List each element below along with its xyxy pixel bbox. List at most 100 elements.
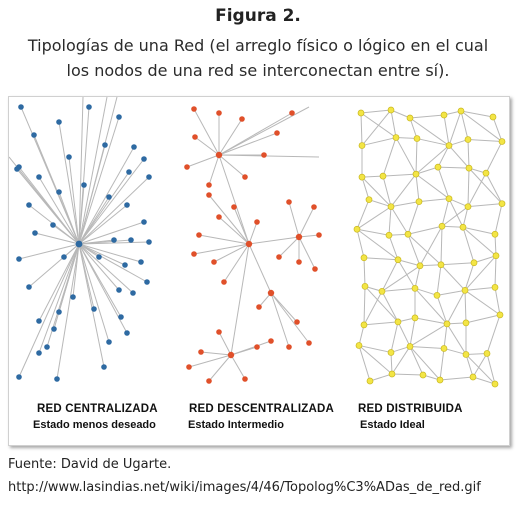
decentralized-edge <box>198 234 250 245</box>
distributed-edge <box>437 145 450 168</box>
distributed-edge <box>462 206 469 228</box>
distributed-node <box>419 371 427 379</box>
decentralized-edge <box>218 331 232 356</box>
source-label: Fuente: David de Ugarte. <box>8 457 172 472</box>
distributed-node <box>492 252 500 260</box>
figure-title: Figura 2. <box>215 6 301 26</box>
centralized-edge <box>78 176 150 245</box>
centralized-node <box>51 326 57 332</box>
distributed-node <box>465 164 473 172</box>
distributed-edge <box>446 290 466 325</box>
distributed-edge <box>381 259 399 292</box>
centralized-node <box>56 119 62 125</box>
distributed-node <box>366 377 374 385</box>
distributed-edge <box>439 376 474 381</box>
distributed-edge <box>465 314 501 324</box>
centralized-node <box>116 287 122 293</box>
decentralized-edge <box>193 243 250 255</box>
distributed-edge <box>356 206 392 230</box>
decentralized-edge <box>218 112 293 156</box>
centralized-node <box>141 219 147 225</box>
distributed-edge <box>390 109 411 119</box>
distributed-node <box>491 230 499 238</box>
centralized-edge <box>58 121 80 245</box>
distributed-node <box>415 198 423 206</box>
distributed-edge <box>407 225 443 235</box>
distributed-edge <box>441 206 469 227</box>
network-diagrams <box>9 97 506 388</box>
distributed-edge <box>415 173 450 200</box>
distributed-edge <box>472 353 488 378</box>
distributed-edge <box>361 109 392 146</box>
centralized-edge <box>78 204 128 245</box>
distributed-edge <box>407 201 420 235</box>
distributed-edge <box>486 353 496 385</box>
centralized-hub-node <box>75 240 83 248</box>
distributed-edge <box>388 206 392 236</box>
centralized-node <box>122 262 128 268</box>
distributed-node <box>406 343 414 350</box>
distributed-edge <box>443 114 450 146</box>
distributed-node <box>392 134 400 141</box>
distributed-network <box>353 106 506 388</box>
centralized-edge <box>38 176 80 245</box>
distributed-edge <box>460 110 469 140</box>
centralized-edge <box>78 97 118 245</box>
decentralized-edge <box>218 154 250 245</box>
distributed-edge <box>361 175 384 178</box>
distributed-edge <box>440 226 443 265</box>
distributed-edge <box>486 314 501 354</box>
distributed-edge <box>358 344 392 353</box>
centralized-node <box>106 194 112 200</box>
distributed-edge <box>462 226 496 235</box>
distributed-edge <box>409 317 416 347</box>
distributed-edge <box>464 286 496 291</box>
distributed-node <box>462 319 470 327</box>
distributed-edge <box>409 346 441 381</box>
distributed-edge <box>494 255 497 288</box>
centralized-edge <box>78 146 135 245</box>
centralized-network <box>9 97 152 382</box>
distributed-edge <box>363 321 399 326</box>
centralized-node <box>56 309 62 315</box>
decentralized-edge <box>208 354 232 382</box>
distributed-edge <box>414 287 448 325</box>
distributed-edge <box>358 345 393 375</box>
centralized-edge <box>78 243 148 283</box>
distributed-edge <box>364 285 399 323</box>
distributed-edge <box>467 139 503 143</box>
distributed-edge <box>448 198 469 208</box>
distributed-edge <box>464 255 497 291</box>
centralized-edge <box>78 158 145 245</box>
decentralized-node <box>296 259 302 265</box>
distributed-edge <box>415 166 439 175</box>
distributed-edge <box>361 176 370 200</box>
decentralized-node <box>206 192 212 198</box>
distributed-edge <box>443 347 467 355</box>
distributed-edge <box>462 226 497 257</box>
distributed-edge <box>397 321 411 347</box>
centralized-edge <box>78 97 84 245</box>
decentralized-node <box>294 319 300 325</box>
distributed-edge <box>363 291 383 326</box>
distributed-label: RED DISTRIBUIDA <box>358 403 463 415</box>
distributed-node <box>379 172 387 180</box>
distributed-edge <box>437 166 450 199</box>
centralized-edge <box>78 243 134 294</box>
distributed-node <box>470 259 478 267</box>
decentralized-node <box>206 378 212 384</box>
decentralized-edge <box>270 292 310 344</box>
decentralized-node <box>254 219 260 225</box>
decentralized-edge <box>278 236 300 258</box>
distributed-edge <box>414 317 448 325</box>
distributed-node <box>496 311 504 319</box>
decentralized-edge <box>270 292 298 323</box>
distributed-node <box>355 342 363 349</box>
decentralized-edge <box>194 136 220 156</box>
centralized-node <box>124 202 130 208</box>
centralized-edge <box>78 221 145 245</box>
distributed-node <box>434 163 442 171</box>
distributed-node <box>459 223 467 231</box>
distributed-edge <box>419 264 442 267</box>
centralized-node <box>32 230 38 236</box>
